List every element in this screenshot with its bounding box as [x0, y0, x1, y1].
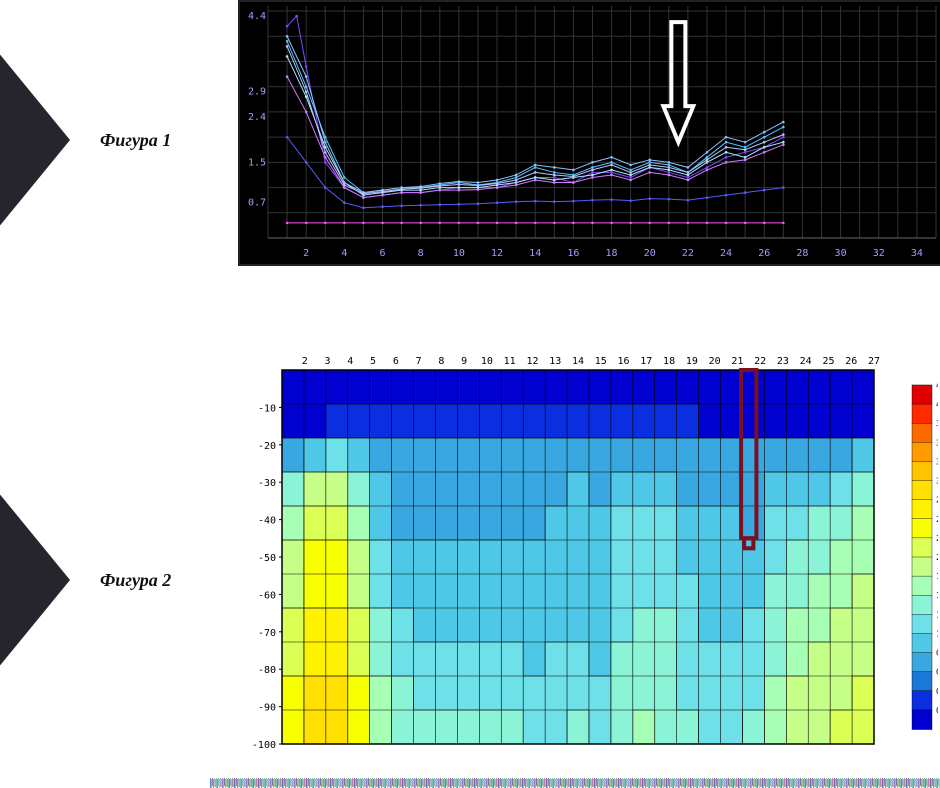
svg-text:-60: -60 [258, 590, 276, 601]
svg-text:2: 2 [303, 248, 309, 259]
svg-text:7: 7 [416, 356, 422, 367]
svg-text:5: 5 [370, 356, 376, 367]
figure1-label: Фигура 1 [100, 130, 171, 151]
svg-text:15: 15 [595, 356, 607, 367]
svg-text:-10: -10 [258, 403, 276, 414]
svg-text:0.00: 0.00 [936, 706, 938, 715]
svg-text:1.81: 1.81 [936, 572, 938, 581]
svg-text:4.4: 4.4 [248, 11, 266, 22]
svg-text:4.39: 4.39 [936, 381, 938, 390]
svg-text:8: 8 [418, 248, 424, 259]
svg-text:3: 3 [325, 356, 331, 367]
svg-text:28: 28 [796, 248, 808, 259]
svg-text:2.32: 2.32 [936, 534, 938, 543]
svg-text:6: 6 [393, 356, 399, 367]
svg-text:6: 6 [379, 248, 385, 259]
heatmap-chart: 2345678910111213141516171819202122232425… [238, 350, 938, 750]
svg-text:18: 18 [663, 356, 675, 367]
svg-text:12: 12 [491, 248, 503, 259]
svg-text:16: 16 [567, 248, 579, 259]
svg-text:22: 22 [754, 356, 766, 367]
svg-text:3.87: 3.87 [936, 419, 938, 428]
svg-text:30: 30 [835, 248, 847, 259]
svg-text:14: 14 [529, 248, 541, 259]
svg-text:-70: -70 [258, 628, 276, 639]
svg-text:34: 34 [911, 248, 923, 259]
bottom-noise-strip [210, 775, 940, 785]
svg-text:10: 10 [453, 248, 465, 259]
svg-text:-40: -40 [258, 516, 276, 527]
svg-text:26: 26 [758, 248, 770, 259]
svg-text:1.5: 1.5 [248, 157, 266, 168]
svg-text:-50: -50 [258, 553, 276, 564]
svg-text:8: 8 [438, 356, 444, 367]
svg-text:0.26: 0.26 [936, 687, 938, 696]
svg-text:23: 23 [777, 356, 789, 367]
pennant-bottom [0, 470, 70, 690]
svg-text:0.52: 0.52 [936, 668, 938, 677]
svg-text:-80: -80 [258, 665, 276, 676]
svg-text:24: 24 [800, 356, 812, 367]
svg-text:21: 21 [731, 356, 743, 367]
svg-text:1.55: 1.55 [936, 591, 938, 600]
svg-text:17: 17 [640, 356, 652, 367]
svg-text:4.13: 4.13 [936, 400, 938, 409]
svg-text:20: 20 [709, 356, 721, 367]
svg-text:3.35: 3.35 [936, 457, 938, 466]
svg-text:25: 25 [822, 356, 834, 367]
svg-text:11: 11 [504, 356, 516, 367]
svg-text:20: 20 [644, 248, 656, 259]
svg-text:-30: -30 [258, 478, 276, 489]
svg-text:32: 32 [873, 248, 885, 259]
svg-text:0.77: 0.77 [936, 649, 938, 658]
figure2-label: Фигура 2 [100, 570, 171, 591]
svg-text:2.9: 2.9 [248, 87, 266, 98]
svg-text:14: 14 [572, 356, 584, 367]
svg-text:-100: -100 [252, 740, 276, 750]
pennant-top [0, 30, 70, 250]
svg-text:3.10: 3.10 [936, 477, 938, 486]
svg-text:-20: -20 [258, 441, 276, 452]
svg-text:1.29: 1.29 [936, 610, 938, 619]
svg-text:3.61: 3.61 [936, 438, 938, 447]
svg-text:4: 4 [347, 356, 353, 367]
svg-text:-90: -90 [258, 703, 276, 714]
svg-text:12: 12 [526, 356, 538, 367]
svg-text:2.58: 2.58 [936, 515, 938, 524]
line-chart: 2468101214161820222426283032340.71.52.42… [238, 0, 940, 266]
svg-text:22: 22 [682, 248, 694, 259]
svg-text:24: 24 [720, 248, 732, 259]
svg-text:13: 13 [549, 356, 561, 367]
svg-text:2.06: 2.06 [936, 553, 938, 562]
svg-text:26: 26 [845, 356, 857, 367]
svg-text:1.03: 1.03 [936, 629, 938, 638]
svg-text:4: 4 [341, 248, 347, 259]
svg-text:27: 27 [868, 356, 880, 367]
svg-text:2.84: 2.84 [936, 496, 938, 505]
svg-text:9: 9 [461, 356, 467, 367]
svg-text:0.7: 0.7 [248, 198, 266, 209]
svg-text:10: 10 [481, 356, 493, 367]
svg-text:18: 18 [606, 248, 618, 259]
svg-text:2.4: 2.4 [248, 112, 266, 123]
svg-text:19: 19 [686, 356, 698, 367]
svg-text:2: 2 [302, 356, 308, 367]
svg-text:16: 16 [618, 356, 630, 367]
